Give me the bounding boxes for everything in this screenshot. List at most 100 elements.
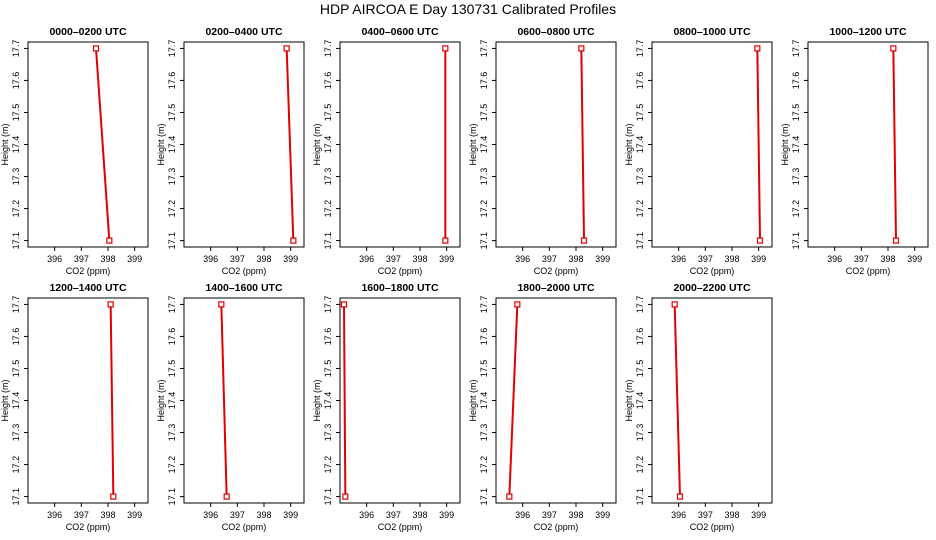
y-tick-label: 17.2	[323, 456, 333, 474]
plot-frame	[495, 41, 617, 248]
profile-line	[343, 304, 347, 497]
y-tick-label: 17.4	[635, 136, 645, 154]
y-tick-label: 17.6	[479, 72, 489, 90]
x-tick-label: 398	[880, 254, 895, 264]
y-tick-label: 17.1	[791, 232, 801, 250]
plot-frame	[339, 41, 461, 248]
panel-title: 1000–1200 UTC	[829, 26, 906, 38]
y-tick-label: 17.2	[11, 200, 21, 218]
y-tick-label: 17.2	[635, 200, 645, 218]
y-tick-label: 17.4	[479, 136, 489, 154]
plot-frame	[27, 297, 149, 504]
y-tick-label: 17.1	[167, 232, 177, 250]
profile-line	[220, 304, 228, 497]
x-tick-label: 397	[698, 510, 713, 520]
y-tick-label: 17.1	[167, 488, 177, 506]
profile-point	[514, 301, 521, 308]
y-tick-label: 17.1	[323, 232, 333, 250]
y-tick-label: 17.5	[635, 104, 645, 122]
x-tick-label: 398	[256, 510, 271, 520]
profile-panel: 1000–1200 UTC 396 397 398 399 17.1 17.2 17.3 17.…	[780, 26, 929, 276]
plot-frame	[183, 297, 305, 504]
profile-point	[754, 45, 761, 52]
y-tick-label: 17.5	[323, 104, 333, 122]
profile-panel: 2000–2200 UTC 396 397 398 399 17.1 17.2 17.3 17.…	[624, 282, 773, 532]
y-tick-label: 17.6	[323, 72, 333, 90]
profile-point	[671, 301, 678, 308]
y-tick-label: 17.6	[167, 328, 177, 346]
profile-point	[223, 493, 230, 500]
y-tick-label: 17.5	[167, 104, 177, 122]
profile-line	[756, 48, 761, 241]
plot-frame	[651, 297, 773, 504]
y-tick-label: 17.5	[479, 360, 489, 378]
y-tick-label: 17.5	[11, 104, 21, 122]
y-axis-label: Height (m)	[468, 379, 478, 421]
y-tick-label: 17.3	[323, 424, 333, 442]
x-axis-label: CO2 (ppm)	[846, 266, 891, 276]
x-tick-label: 396	[203, 254, 218, 264]
y-tick-label: 17.1	[479, 488, 489, 506]
x-tick-label: 396	[47, 254, 62, 264]
x-tick-label: 399	[595, 510, 610, 520]
y-axis-label: Height (m)	[468, 123, 478, 165]
y-axis-label: Height (m)	[156, 379, 166, 421]
y-tick-label: 17.7	[167, 40, 177, 58]
y-axis-label: Height (m)	[624, 379, 634, 421]
profile-line	[95, 48, 111, 241]
profile-point	[756, 237, 764, 244]
y-tick-label: 17.1	[635, 232, 645, 250]
x-axis-label: CO2 (ppm)	[66, 266, 111, 276]
x-tick-label: 398	[256, 254, 271, 264]
x-axis-label: CO2 (ppm)	[378, 266, 423, 276]
x-tick-label: 396	[359, 510, 374, 520]
y-tick-label: 17.6	[11, 72, 21, 90]
x-tick-label: 398	[724, 510, 739, 520]
profile-panel: 0400–0600 UTC 396 397 398 399 17.1 17.2 17.3 17.…	[312, 26, 461, 276]
y-tick-label: 17.4	[479, 392, 489, 410]
y-tick-label: 17.5	[323, 360, 333, 378]
x-tick-label: 397	[542, 254, 557, 264]
y-tick-label: 17.5	[167, 360, 177, 378]
x-tick-label: 398	[412, 510, 427, 520]
x-tick-label: 396	[359, 254, 374, 264]
x-tick-label: 398	[100, 510, 115, 520]
profile-point	[107, 301, 114, 308]
y-tick-label: 17.3	[11, 424, 21, 442]
plot-frame	[651, 41, 773, 248]
y-tick-label: 17.1	[11, 488, 21, 506]
profile-point	[442, 45, 449, 52]
x-tick-label: 399	[439, 254, 454, 264]
y-tick-label: 17.2	[11, 456, 21, 474]
y-tick-label: 17.4	[323, 392, 333, 410]
x-tick-label: 399	[751, 510, 766, 520]
y-tick-label: 17.5	[479, 104, 489, 122]
x-tick-label: 396	[827, 254, 842, 264]
y-axis-label: Height (m)	[156, 123, 166, 165]
panel-title: 0200–0400 UTC	[205, 26, 282, 38]
profile-point	[578, 45, 585, 52]
panel-title: 1800–2000 UTC	[517, 282, 594, 294]
y-tick-label: 17.7	[323, 296, 333, 314]
profile-panel: 0800–1000 UTC 396 397 398 399 17.1 17.2 17.3 17.…	[624, 26, 773, 276]
plot-frame	[807, 41, 929, 248]
plot-frame	[339, 297, 461, 504]
x-tick-label: 396	[203, 510, 218, 520]
profile-point	[506, 493, 513, 500]
plot-frame	[183, 41, 305, 248]
profile-panel: 0000–0200 UTC 396 397 398 399 17.1 17.2 17.3 17.…	[0, 26, 149, 276]
y-axis-label: Height (m)	[780, 123, 790, 165]
y-tick-label: 17.5	[11, 360, 21, 378]
y-tick-label: 17.6	[323, 328, 333, 346]
y-tick-label: 17.3	[479, 424, 489, 442]
y-tick-label: 17.6	[167, 72, 177, 90]
x-axis-label: CO2 (ppm)	[378, 522, 423, 532]
x-tick-label: 399	[127, 254, 142, 264]
y-axis-label: Height (m)	[0, 123, 10, 165]
panel-title: 2000–2200 UTC	[673, 282, 750, 294]
x-tick-label: 399	[751, 254, 766, 264]
y-tick-label: 17.1	[11, 232, 21, 250]
x-tick-label: 399	[127, 510, 142, 520]
y-tick-label: 17.3	[635, 168, 645, 186]
profile-point	[110, 493, 117, 500]
